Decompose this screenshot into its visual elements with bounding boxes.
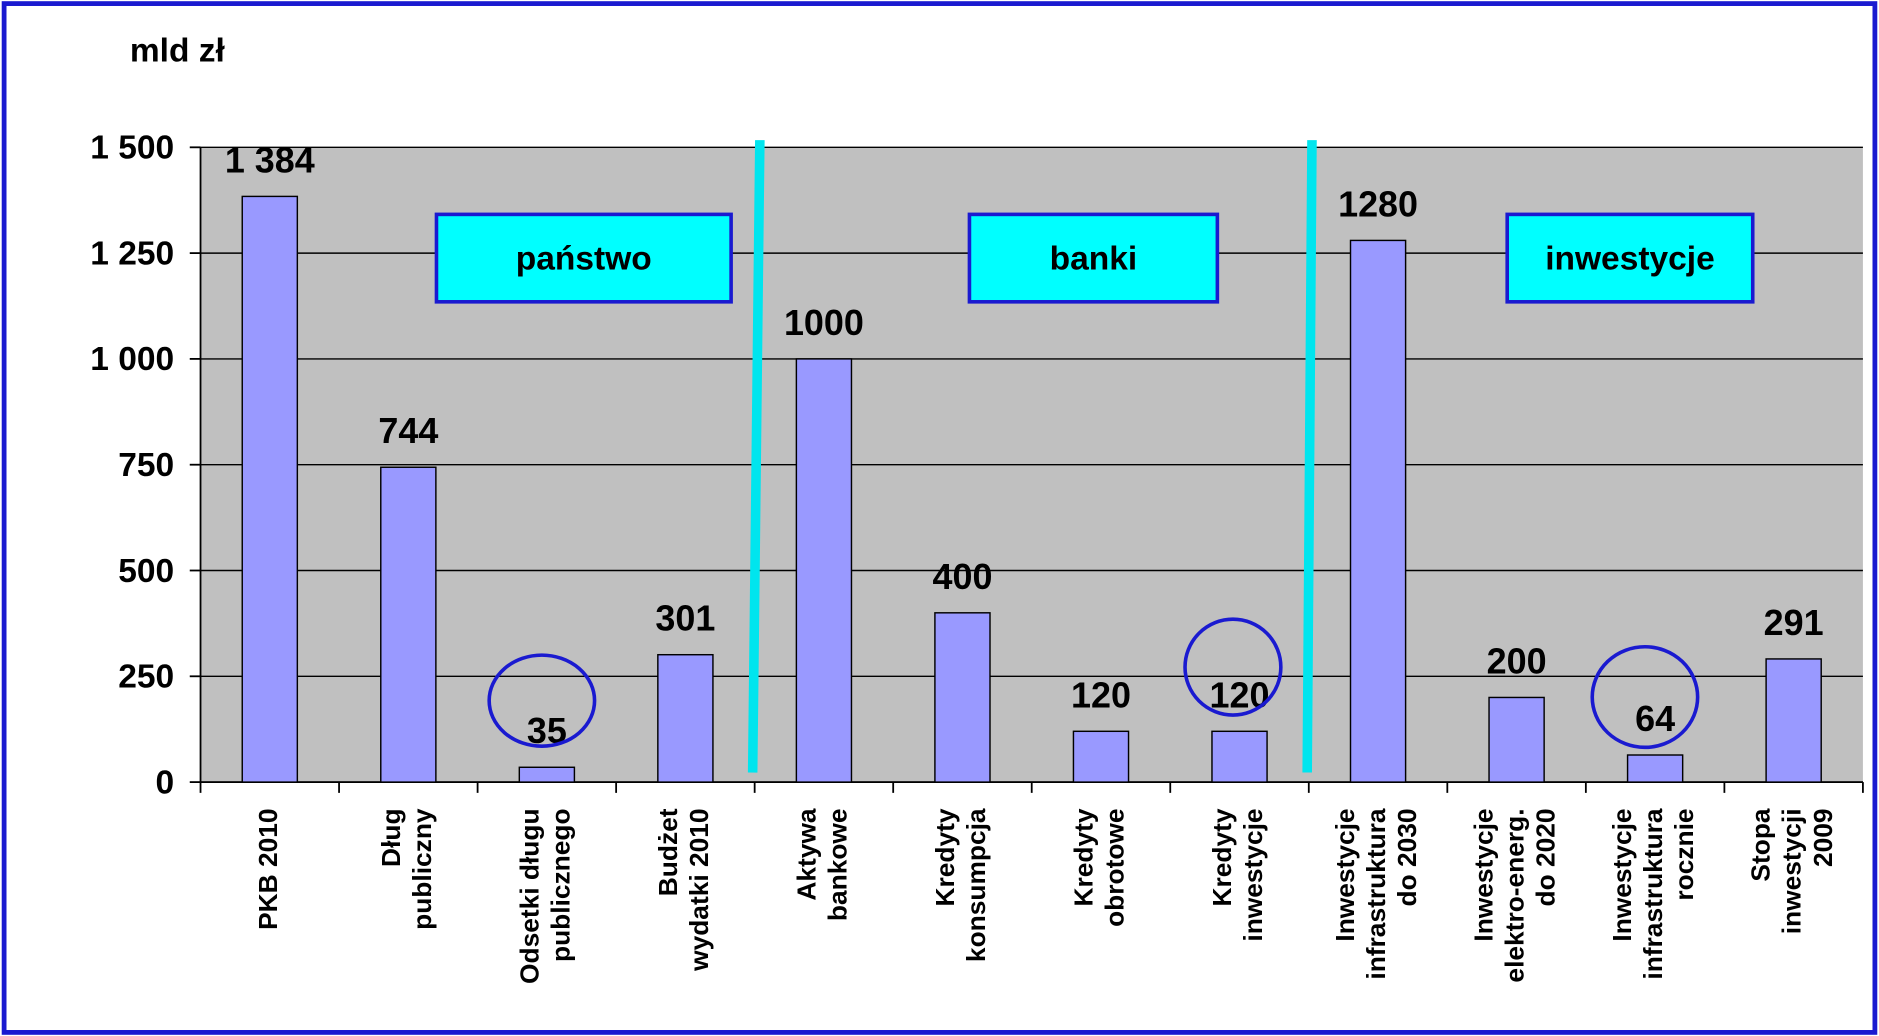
divider: [1302, 140, 1317, 773]
group-label: państwo: [516, 240, 652, 277]
x-tick-label: Inwestycjeinfrastrukturado 2030: [1330, 808, 1422, 980]
value-label: 400: [932, 556, 992, 597]
value-label: 1000: [784, 302, 864, 343]
bar: [1488, 696, 1545, 783]
bar: [241, 195, 299, 783]
bar: [1626, 754, 1684, 783]
highlight-circle: [1183, 617, 1283, 717]
y-tick-label: 1 250: [90, 235, 174, 272]
bar: [1349, 239, 1407, 783]
bar: [1072, 730, 1130, 783]
bar: [795, 358, 853, 783]
x-tick-label: Stopainwestycji2009: [1745, 808, 1837, 934]
y-tick-label: 250: [118, 659, 174, 696]
value-label: 120: [1210, 674, 1270, 715]
y-tick-label: 0: [156, 764, 175, 801]
x-tick-label: Inwestycjeinfrastrukturarocznie: [1607, 808, 1699, 980]
x-tick-label: Kredytyinwestycje: [1207, 808, 1268, 942]
bar: [1211, 730, 1268, 783]
x-tick-label: Kredytykonsumpcja: [930, 808, 991, 962]
y-tick-label: 1 000: [90, 341, 174, 378]
highlight-circle: [487, 653, 597, 748]
x-tick-label: Budżetwydatki 2010: [653, 808, 714, 972]
divider: [747, 140, 765, 773]
value-label: 64: [1635, 698, 1675, 739]
group-label: inwestycje: [1545, 240, 1715, 277]
value-label: 1 384: [225, 139, 315, 180]
value-label: 200: [1487, 640, 1547, 681]
value-label: 291: [1764, 602, 1824, 643]
bar: [657, 653, 714, 783]
x-tick-label: Odsetki długupublicznego: [514, 808, 575, 984]
value-label: 301: [655, 598, 715, 639]
group-box: [1505, 212, 1755, 304]
x-tick-label: Długpubliczny: [376, 808, 437, 930]
value-label: 744: [378, 410, 438, 451]
x-tick-label: Kredytyobrotowe: [1068, 808, 1129, 927]
bar: [1765, 658, 1822, 783]
group-box: [434, 212, 733, 304]
group-box: [967, 212, 1220, 304]
y-tick-label: 1 500: [90, 130, 174, 167]
y-tick-label: 500: [118, 553, 174, 590]
bar: [934, 612, 991, 783]
x-tick-label: PKB 2010: [253, 808, 283, 929]
value-label: 120: [1071, 674, 1131, 715]
bar: [380, 466, 437, 783]
bar: [518, 766, 576, 783]
y-tick-label: 750: [118, 447, 174, 484]
highlight-circle: [1590, 644, 1700, 750]
group-label: banki: [1050, 240, 1138, 277]
x-tick-label: Inwestycjeelektro-energ.do 2020: [1468, 808, 1560, 982]
y-axis-unit: mld zł: [130, 33, 226, 70]
x-tick-label: Aktywabankowe: [791, 808, 852, 921]
value-label: 1280: [1338, 183, 1418, 224]
